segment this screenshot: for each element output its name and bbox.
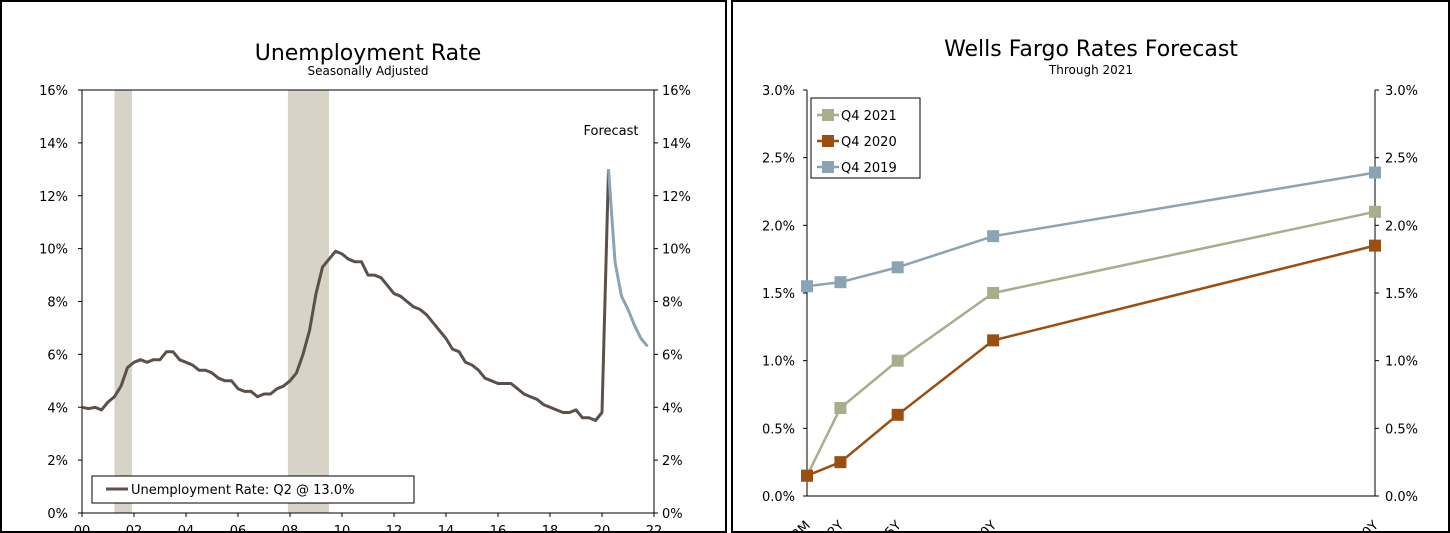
series-marker	[1369, 205, 1381, 218]
legend-label: Unemployment Rate: Q2 @ 13.0%	[131, 483, 354, 498]
legend-swatch-marker	[822, 109, 834, 121]
series-marker	[987, 230, 1000, 243]
series-marker	[1369, 166, 1381, 179]
plot-area-border	[81, 89, 655, 514]
series-marker	[891, 261, 904, 274]
legend-label: Q4 2020	[841, 135, 897, 150]
rates-forecast-chart-panel: Wells Fargo Rates Forecast Through 2021 …	[731, 0, 1450, 533]
y-tick-label: 8%	[47, 296, 68, 311]
forecast-line	[607, 169, 649, 348]
rates-forecast-chart: Wells Fargo Rates Forecast Through 2021 …	[762, 37, 1418, 533]
x-tick-label: 20	[594, 524, 611, 533]
unemployment-chart-panel: Unemployment Rate Seasonally Adjusted 0%…	[0, 0, 727, 533]
y-tick-label-right: 2.5%	[1385, 152, 1418, 167]
recession-band	[287, 90, 329, 513]
x-tick-label: 30Y	[1354, 518, 1382, 533]
legend-swatch-marker	[822, 135, 834, 147]
y-tick-label-right: 6%	[662, 348, 683, 363]
y-tick-label-right: 0%	[662, 507, 683, 522]
y-tick-label: 4%	[47, 401, 68, 416]
chart-title: Unemployment Rate	[255, 41, 482, 66]
y-tick-label-right: 8%	[662, 296, 683, 311]
y-tick-label: 16%	[39, 84, 68, 99]
legend: Unemployment Rate: Q2 @ 13.0%	[91, 475, 415, 504]
y-tick-label: 0.0%	[762, 490, 795, 505]
y-tick-label-right: 1.0%	[1385, 355, 1418, 370]
y-tick-label-right: 0.0%	[1385, 490, 1418, 505]
y-tick-label-right: 2%	[662, 454, 683, 469]
x-tick-label: 2Y	[825, 518, 847, 533]
y-tick-label: 2%	[47, 454, 68, 469]
series-marker	[801, 280, 813, 293]
x-tick-label: 3M	[789, 518, 813, 533]
series-marker	[987, 334, 1000, 347]
series-line	[805, 210, 1376, 477]
unemployment-chart: Unemployment Rate Seasonally Adjusted 0%…	[39, 41, 691, 533]
x-tick-label: 16	[490, 524, 507, 533]
y-tick-label-right: 1.5%	[1385, 287, 1418, 302]
legend-label: Q4 2019	[841, 161, 897, 176]
y-tick-label-right: 10%	[662, 243, 691, 258]
y-tick-label-right: 4%	[662, 401, 683, 416]
x-tick-label: 18	[542, 524, 559, 533]
x-tick-label: 22	[646, 524, 663, 533]
y-tick-label: 0.5%	[762, 422, 795, 437]
x-tick-label: 12	[386, 524, 403, 533]
y-tick-label: 6%	[47, 348, 68, 363]
x-tick-label: 14	[438, 524, 455, 533]
x-tick-label: 02	[126, 524, 143, 533]
y-tick-label-right: 14%	[662, 137, 691, 152]
series-marker	[834, 456, 847, 469]
x-tick-label: 00	[74, 524, 91, 533]
y-tick-label-right: 3.0%	[1385, 84, 1418, 99]
series-marker	[834, 402, 847, 415]
y-tick-label: 0%	[47, 507, 68, 522]
legend: Q4 2021 Q4 2020 Q4 2019	[810, 97, 921, 179]
y-tick-label-right: 0.5%	[1385, 422, 1418, 437]
y-tick-label-right: 12%	[662, 190, 691, 205]
forecast-annotation: Forecast	[583, 124, 638, 139]
x-tick-label: 10Y	[972, 518, 1000, 533]
x-tick-label: 5Y	[882, 518, 904, 533]
chart-title: Wells Fargo Rates Forecast	[944, 37, 1238, 62]
y-tick-label-right: 2.0%	[1385, 219, 1418, 234]
y-tick-label: 2.5%	[762, 152, 795, 167]
series-marker	[891, 354, 904, 367]
chart-subtitle: Seasonally Adjusted	[307, 64, 428, 78]
legend-box	[91, 475, 415, 504]
legend-label: Q4 2021	[841, 109, 897, 124]
y-tick-label: 12%	[39, 190, 68, 205]
x-tick-label: 08	[282, 524, 299, 533]
chart-subtitle: Through 2021	[1048, 63, 1133, 77]
x-tick-label: 10	[334, 524, 351, 533]
y-tick-label: 1.0%	[762, 355, 795, 370]
y-tick-label: 3.0%	[762, 84, 795, 99]
series-marker	[801, 469, 813, 482]
y-tick-label: 14%	[39, 137, 68, 152]
series-marker	[891, 408, 904, 421]
series-marker	[834, 276, 847, 289]
y-tick-label: 10%	[39, 243, 68, 258]
legend-swatch-marker	[822, 161, 834, 173]
series-marker	[987, 287, 1000, 299]
y-tick-label: 2.0%	[762, 219, 795, 234]
x-tick-label: 06	[230, 524, 247, 533]
unemployment-rate-line	[81, 169, 610, 422]
x-tick-label: 04	[178, 524, 195, 533]
y-tick-label: 1.5%	[762, 287, 795, 302]
y-tick-label-right: 16%	[662, 84, 691, 99]
recession-band	[114, 90, 132, 513]
series-marker	[1369, 239, 1381, 252]
